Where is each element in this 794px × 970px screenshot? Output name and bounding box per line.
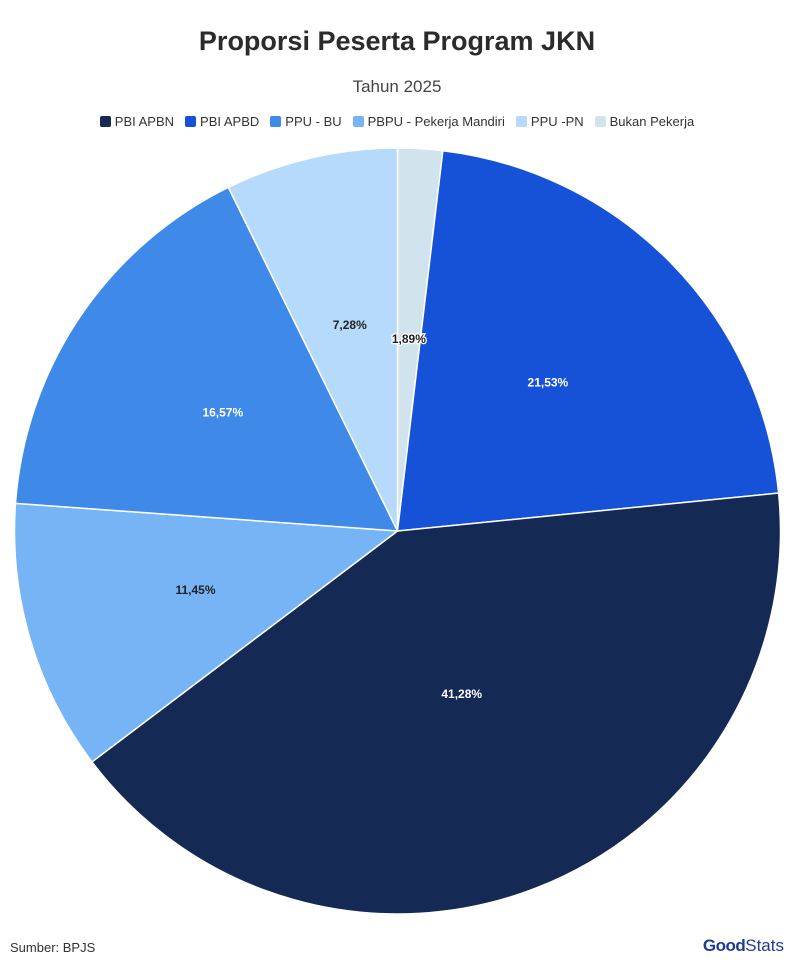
legend-swatch bbox=[185, 116, 197, 127]
legend-label: PBI APBD bbox=[200, 114, 260, 129]
pie-slice[interactable] bbox=[13, 502, 400, 763]
legend-label: Bukan Pekerja bbox=[609, 114, 695, 129]
pie-slice[interactable] bbox=[14, 186, 399, 532]
slice-value-label: 16,57% bbox=[202, 405, 243, 419]
legend-swatch bbox=[270, 116, 282, 127]
legend-item[interactable]: PBI APBD bbox=[185, 114, 259, 129]
slice-value-label: 11,45% bbox=[175, 583, 215, 597]
legend-item[interactable]: PPU - BU bbox=[270, 114, 342, 129]
legend-item[interactable]: PBPU - Pekerja Mandiri bbox=[352, 114, 505, 129]
logo-text-good: Good bbox=[702, 936, 746, 955]
pie-slice[interactable] bbox=[396, 149, 780, 532]
logo-text-stats: Stats bbox=[745, 936, 784, 955]
legend-swatch bbox=[352, 116, 364, 127]
slice-value-label: 1,89% bbox=[392, 332, 426, 346]
legend-label: PBPU - Pekerja Mandiri bbox=[367, 114, 505, 129]
legend-item[interactable]: Bukan Pekerja bbox=[594, 114, 695, 129]
pie-chart: 1,89% 21,53% 41,28% 11,45% 16,57% 7,28% bbox=[13, 147, 782, 915]
pie-slice[interactable] bbox=[227, 147, 399, 532]
legend-swatch bbox=[99, 116, 111, 127]
legend-swatch bbox=[594, 116, 606, 127]
legend-label: PBI APBN bbox=[114, 114, 175, 129]
legend-swatch bbox=[515, 116, 527, 127]
slice-value-label: 7,28% bbox=[333, 318, 367, 332]
chart-legend: PBI APBN PBI APBD PPU - BU PBPU - Pekerja M… bbox=[0, 114, 794, 129]
source-note: Sumber: BPJS bbox=[10, 940, 96, 955]
legend-label: PPU - BU bbox=[285, 114, 342, 129]
legend-item[interactable]: PBI APBN bbox=[99, 114, 175, 129]
slice-value-label: 21,53% bbox=[528, 376, 569, 390]
chart-title: Proporsi Peserta Program JKN bbox=[198, 26, 596, 56]
legend-label: PPU -PN bbox=[530, 114, 584, 129]
pie-slice[interactable] bbox=[90, 492, 782, 915]
legend-item[interactable]: PPU -PN bbox=[515, 114, 584, 129]
slice-value-label: 41,28% bbox=[441, 687, 482, 701]
chart-subtitle: Tahun 2025 bbox=[352, 77, 442, 96]
goodstats-logo: GoodStats bbox=[703, 936, 784, 956]
